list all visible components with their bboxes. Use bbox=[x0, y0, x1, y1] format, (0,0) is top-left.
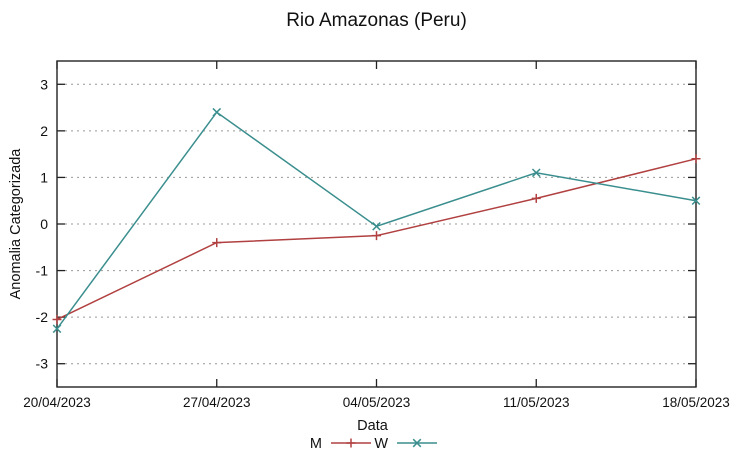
x-tick-label: 04/05/2023 bbox=[343, 395, 411, 410]
cross-marker-icon bbox=[372, 221, 381, 231]
legend-label-W: W bbox=[374, 436, 388, 452]
plot-border bbox=[56, 60, 697, 388]
cross-marker-icon bbox=[531, 168, 541, 178]
y-tick-label: -3 bbox=[36, 356, 49, 372]
plus-marker-icon bbox=[212, 238, 222, 248]
legend-label-M: M bbox=[310, 436, 322, 452]
series-line-W bbox=[56, 111, 697, 330]
y-tick-label: 2 bbox=[40, 123, 48, 139]
x-tick-label: 18/05/2023 bbox=[662, 395, 730, 410]
cross-marker-icon bbox=[412, 438, 422, 448]
y-tick-label: -2 bbox=[36, 309, 49, 325]
y-tick-label: 3 bbox=[40, 76, 48, 92]
chart-title: Rio Amazonas (Peru) bbox=[286, 10, 467, 31]
plus-marker-icon bbox=[52, 314, 62, 324]
y-tick-label: 1 bbox=[40, 169, 48, 185]
x-tick-label: 11/05/2023 bbox=[503, 395, 570, 410]
plus-marker-icon bbox=[531, 193, 541, 203]
cross-marker-icon bbox=[691, 196, 701, 206]
y-tick-label: 0 bbox=[40, 216, 48, 232]
cross-marker-icon bbox=[52, 324, 62, 334]
x-axis-label: Data bbox=[357, 418, 389, 434]
plus-marker-icon bbox=[346, 438, 356, 448]
plus-marker-icon bbox=[691, 154, 701, 164]
plus-marker-icon bbox=[372, 231, 381, 241]
x-tick-label: 20/04/2023 bbox=[23, 395, 91, 410]
y-axis-label: Anomalia Categorizada bbox=[8, 148, 24, 300]
y-tick-label: -1 bbox=[36, 263, 49, 279]
cross-marker-icon bbox=[212, 107, 222, 117]
x-tick-label: 27/04/2023 bbox=[183, 395, 251, 410]
